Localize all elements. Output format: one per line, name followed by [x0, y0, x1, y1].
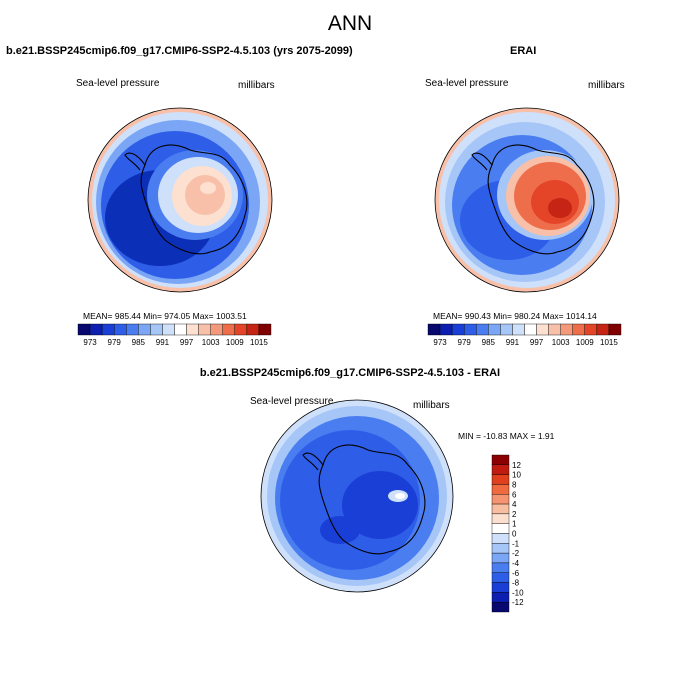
- panel2-title: ERAI: [510, 45, 537, 57]
- colorbar-difference-tick-label: 4: [512, 500, 517, 509]
- map-model: [88, 108, 272, 292]
- colorbar-difference-swatch: [491, 523, 510, 534]
- colorbar-erai-swatch: [524, 323, 537, 336]
- colorbar-difference-tick-label: 6: [512, 490, 517, 499]
- colorbar-difference-swatch: [491, 484, 510, 495]
- colorbar-difference-tick-label: -2: [512, 549, 520, 558]
- colorbar-erai-swatch: [488, 323, 501, 336]
- colorbar-difference-tick-label: -4: [512, 559, 520, 568]
- colorbar-model-swatch: [186, 323, 199, 336]
- colorbar-erai-swatch: [572, 323, 586, 336]
- colorbar-erai-tick-label: 991: [506, 338, 520, 347]
- colorbar-model-swatch: [234, 323, 248, 336]
- colorbar-erai-tick-label: 979: [458, 338, 472, 347]
- colorbar-model-swatch: [246, 323, 260, 336]
- colorbar-model-swatch: [162, 323, 175, 336]
- panel1-units: millibars: [238, 80, 275, 91]
- colorbar-difference-swatch: [491, 543, 510, 554]
- colorbar-model-swatch: [101, 323, 115, 336]
- panel2-variable: Sea-level pressure: [425, 78, 509, 89]
- colorbar-erai-tick-label: 973: [433, 338, 447, 347]
- colorbar-difference-swatch: [491, 494, 510, 505]
- colorbar-model-swatch: [77, 323, 91, 336]
- colorbar-model-swatch: [138, 323, 151, 336]
- colorbar-difference-swatch: [491, 552, 510, 564]
- colorbar-difference-swatch: [491, 513, 510, 524]
- colorbar-difference-swatch: [491, 503, 510, 515]
- panel1-variable: Sea-level pressure: [76, 78, 160, 89]
- panel3-units: millibars: [413, 400, 450, 411]
- colorbar-erai-tick-label: 1003: [552, 338, 570, 347]
- colorbar-model-tick-label: 1009: [226, 338, 244, 347]
- colorbar-erai-tick-label: 1009: [576, 338, 594, 347]
- colorbar-erai-tick-label: 1015: [600, 338, 618, 347]
- colorbar-erai-swatch: [608, 323, 622, 336]
- colorbar-model-swatch: [174, 323, 187, 336]
- colorbar-difference-swatch: [491, 592, 510, 603]
- colorbar-difference-tick-label: -6: [512, 569, 520, 578]
- colorbar-model-swatch: [150, 323, 163, 336]
- colorbar-model-tick-label: 979: [108, 338, 122, 347]
- colorbar-model-swatch: [258, 323, 272, 336]
- colorbar-difference-swatch: [491, 562, 510, 573]
- colorbar-difference-swatch: [491, 582, 510, 593]
- colorbar-model-swatch: [126, 323, 139, 336]
- colorbar-erai-swatch: [463, 323, 477, 336]
- panel1-title: b.e21.BSSP245cmip6.f09_g17.CMIP6-SSP2-4.…: [6, 45, 353, 57]
- colorbar-erai-swatch: [512, 323, 525, 336]
- colorbar-model-tick-label: 997: [180, 338, 194, 347]
- colorbar-erai-swatch: [596, 323, 610, 336]
- panel2-units: millibars: [588, 80, 625, 91]
- colorbar-difference-swatch: [491, 464, 510, 475]
- colorbar-difference-swatch: [491, 474, 510, 485]
- colorbar-erai-tick-label: 985: [482, 338, 496, 347]
- colorbar-erai-swatch: [536, 323, 549, 336]
- panel3-stats: MIN = -10.83 MAX = 1.91: [458, 431, 555, 441]
- colorbar-model-tick-label: 985: [132, 338, 146, 347]
- colorbar-erai: 973 979 985 991 997 1003 1009 1015: [427, 323, 622, 347]
- page-title: ANN: [327, 12, 373, 35]
- colorbar-model: 973 979 985 991 997 1003 1009 1015: [77, 323, 272, 347]
- colorbar-difference-tick-label: 8: [512, 480, 517, 489]
- colorbar-model-swatch: [89, 323, 103, 336]
- colorbar-model-tick-label: 1003: [202, 338, 220, 347]
- colorbar-model-tick-label: 1015: [250, 338, 268, 347]
- colorbar-model-swatch: [113, 323, 127, 336]
- map-difference: [261, 400, 453, 592]
- colorbar-difference-tick-label: 2: [512, 510, 517, 519]
- panel3-title: b.e21.BSSP245cmip6.f09_g17.CMIP6-SSP2-4.…: [199, 367, 501, 379]
- colorbar-erai-swatch: [451, 323, 465, 336]
- colorbar-model-swatch: [210, 323, 223, 336]
- map-erai: [435, 108, 619, 292]
- panel3-variable: Sea-level pressure: [250, 396, 334, 407]
- colorbar-erai-swatch: [584, 323, 598, 336]
- colorbar-erai-swatch: [427, 323, 441, 336]
- colorbar-difference-tick-label: -10: [512, 588, 524, 597]
- colorbar-model-swatch: [222, 323, 236, 336]
- colorbar-erai-swatch: [548, 323, 561, 336]
- colorbar-model-tick-label: 991: [156, 338, 170, 347]
- colorbar-difference-swatch: [491, 572, 510, 583]
- colorbar-erai-swatch: [560, 323, 573, 336]
- panel2-stats: MEAN= 990.43 Min= 980.24 Max= 1014.14: [433, 311, 597, 321]
- colorbar-difference-tick-label: 0: [512, 530, 517, 539]
- colorbar-erai-swatch: [439, 323, 453, 336]
- colorbar-difference-tick-label: 10: [512, 471, 521, 480]
- colorbar-difference-tick-label: -1: [512, 539, 520, 548]
- colorbar-difference-swatch: [491, 533, 510, 544]
- panel1-stats: MEAN= 985.44 Min= 974.05 Max= 1003.51: [83, 311, 247, 321]
- colorbar-difference-swatch: [491, 601, 510, 613]
- colorbar-difference-tick-label: 1: [512, 520, 517, 529]
- colorbar-erai-swatch: [500, 323, 513, 336]
- colorbar-model-swatch: [198, 323, 211, 336]
- colorbar-difference-swatch: [491, 454, 510, 466]
- colorbar-model-tick-label: 973: [83, 338, 97, 347]
- colorbar-difference-tick-label: -8: [512, 579, 520, 588]
- colorbar-difference-tick-label: -12: [512, 598, 524, 607]
- colorbar-difference-tick-label: 12: [512, 461, 521, 470]
- colorbar-erai-swatch: [476, 323, 489, 336]
- colorbar-erai-tick-label: 997: [530, 338, 544, 347]
